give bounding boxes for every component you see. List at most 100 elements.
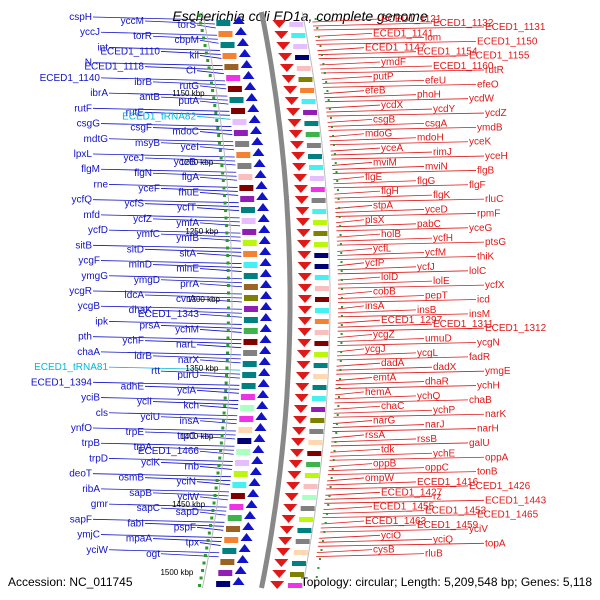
feature-block xyxy=(314,253,329,258)
label-connector xyxy=(199,192,239,196)
gene-label: ECED1_1312 xyxy=(485,323,547,334)
feature-block xyxy=(216,20,231,26)
label-connector xyxy=(144,248,242,253)
label-connector xyxy=(316,549,373,554)
tick-mark xyxy=(223,396,227,400)
gene-label: dhaK xyxy=(129,305,153,316)
feature-block xyxy=(314,319,329,324)
gene-label: ECED1_1463 xyxy=(365,516,427,527)
feature-block xyxy=(229,97,244,103)
tick-mark xyxy=(333,450,336,452)
feature-block xyxy=(313,242,328,247)
gene-label: rnb xyxy=(185,461,200,472)
label-connector xyxy=(337,262,365,267)
label-connector xyxy=(320,528,469,533)
feature-block xyxy=(305,132,320,137)
label-connector xyxy=(323,506,373,511)
gene-label: cspH xyxy=(69,12,92,23)
gene-label: csgF xyxy=(130,123,152,134)
gene-label: chaB xyxy=(469,395,492,406)
feature-block xyxy=(237,438,252,444)
label-connector xyxy=(336,362,381,367)
reverse-gene-arrow xyxy=(276,42,291,50)
gene-label: ECED1_1141 xyxy=(373,28,434,39)
gene-label: yciU xyxy=(141,412,160,423)
forward-gene-arrow xyxy=(259,258,272,266)
forward-gene-arrow xyxy=(240,533,253,541)
label-connector xyxy=(100,442,235,447)
feature-block xyxy=(232,482,247,488)
feature-block xyxy=(306,462,321,467)
tick-mark xyxy=(226,261,230,265)
gene-label: flgE xyxy=(365,172,383,183)
label-connector xyxy=(333,176,365,181)
feature-block xyxy=(235,460,250,466)
reverse-gene-arrow xyxy=(296,372,311,380)
gene-label: yciO xyxy=(381,530,401,541)
tick-mark xyxy=(318,558,321,560)
feature-block xyxy=(240,196,255,202)
gene-label: yciW xyxy=(86,545,108,556)
tick-mark xyxy=(223,201,227,205)
gene-label: yceK xyxy=(469,137,492,148)
feature-block xyxy=(220,559,235,565)
gene-label: rssA xyxy=(365,430,385,441)
gene-label: mpaA xyxy=(126,534,152,545)
label-connector xyxy=(160,462,233,466)
gene-label: mdtG xyxy=(84,134,109,145)
label-connector xyxy=(332,170,477,174)
label-connector xyxy=(335,219,365,224)
tick-mark xyxy=(331,468,334,470)
feature-block xyxy=(222,548,237,554)
tick-mark xyxy=(317,36,320,38)
label-connector xyxy=(144,431,236,436)
feature-block xyxy=(312,385,327,390)
label-connector xyxy=(160,325,242,329)
gene-label: holB xyxy=(381,229,401,240)
gene-label: insM xyxy=(469,309,490,320)
reverse-gene-arrow xyxy=(292,163,307,171)
tick-mark xyxy=(340,342,343,344)
tick-mark xyxy=(213,104,217,107)
tick-mark xyxy=(224,381,228,385)
gene-label: ECED1_1121 xyxy=(381,14,442,25)
gene-label: sitA xyxy=(179,248,196,259)
gene-label: ECED1_1150 xyxy=(477,36,538,47)
label-connector xyxy=(316,40,477,45)
forward-gene-arrow xyxy=(249,467,262,475)
gene-label: ycdY xyxy=(433,104,456,115)
forward-gene-arrow xyxy=(259,247,272,255)
label-connector xyxy=(331,155,485,160)
gene-label: flgK xyxy=(433,190,451,201)
tick-mark xyxy=(328,495,331,497)
forward-gene-arrow xyxy=(253,434,266,442)
gene-label: ycfJ xyxy=(417,262,435,273)
outer-guide-arc xyxy=(301,11,331,589)
gene-label: csgA xyxy=(425,118,448,129)
tick-mark xyxy=(226,344,230,347)
forward-gene-arrow xyxy=(257,203,270,211)
feature-block xyxy=(240,394,255,400)
tick-mark xyxy=(212,96,216,100)
gene-label: mviN xyxy=(425,161,448,172)
label-connector xyxy=(337,323,433,328)
label-connector xyxy=(316,553,425,558)
tick-mark xyxy=(219,449,223,452)
gene-label: ycfS xyxy=(125,199,145,210)
tick-mark xyxy=(337,405,340,407)
label-connector xyxy=(335,213,477,217)
gene-label: ycfT xyxy=(177,203,196,214)
label-connector xyxy=(152,538,222,542)
gene-label: ptsG xyxy=(485,237,506,248)
reverse-gene-arrow xyxy=(295,383,310,391)
gene-label: narG xyxy=(373,416,395,427)
tick-mark xyxy=(340,351,343,353)
forward-gene-arrow xyxy=(258,368,271,376)
gene-label: mdoH xyxy=(417,133,444,144)
label-connector xyxy=(100,168,237,173)
tick-mark xyxy=(326,513,329,515)
feature-block xyxy=(237,163,252,169)
gene-label: ymgG xyxy=(81,271,108,282)
ruler-label: 1200 kbp xyxy=(180,158,213,167)
forward-gene-arrow xyxy=(250,126,262,134)
